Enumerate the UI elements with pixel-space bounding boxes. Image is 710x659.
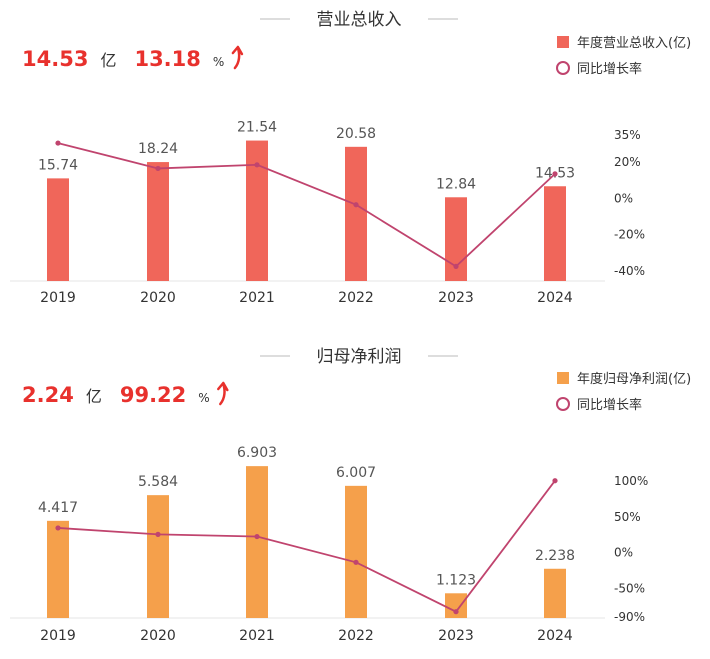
headline-value: 14.53: [22, 47, 88, 71]
growth-line: [57, 480, 556, 613]
bar-2019: [47, 178, 69, 281]
x-tick-label: 2019: [40, 290, 76, 306]
y-right-tick-label: -40%: [614, 264, 645, 278]
chart-title: 归母净利润: [317, 347, 402, 367]
y-right-tick-label: 20%: [614, 155, 641, 169]
bar-value-label: 6.007: [336, 465, 376, 481]
growth-point-2022: [353, 202, 359, 208]
legend-bar-label: 年度归母净利润(亿): [577, 371, 691, 387]
x-tick-label: 2022: [338, 628, 374, 644]
bar-2021: [246, 140, 268, 281]
growth-point-2024: [552, 171, 558, 177]
y-right-tick-label: 0%: [614, 191, 633, 205]
x-tick-label: 2019: [40, 628, 76, 644]
growth-point-2020: [155, 531, 161, 538]
growth-point-2023: [453, 263, 459, 269]
growth-point-2021: [254, 533, 260, 540]
x-tick-label: 2023: [438, 628, 474, 644]
growth-point-2024: [552, 478, 558, 484]
growth-point-2022: [353, 559, 359, 565]
headline-value: 2.24: [22, 383, 74, 407]
legend-line-marker: [556, 61, 570, 75]
bar-2020: [147, 162, 169, 281]
headline-value-unit: 亿: [86, 387, 102, 406]
headline-growth-unit: %: [198, 391, 209, 405]
legend-bar-swatch: [557, 36, 569, 48]
y-right-tick-label: 100%: [614, 474, 648, 488]
bar-2024: [544, 186, 566, 281]
legend-line-marker: [556, 397, 570, 411]
up-arrow-icon: [217, 381, 229, 406]
x-tick-label: 2021: [239, 290, 275, 306]
legend-line-label: 同比增长率: [577, 61, 642, 77]
bar-2020: [147, 495, 169, 618]
bar-value-label: 20.58: [336, 126, 376, 142]
x-tick-label: 2021: [239, 628, 275, 644]
bar-value-label: 4.417: [38, 500, 78, 516]
bar-2019: [47, 520, 69, 618]
y-right-tick-label: 35%: [614, 128, 641, 142]
growth-point-2019: [55, 140, 61, 146]
bar-2022: [345, 146, 367, 281]
bar-value-label: 18.24: [138, 141, 178, 157]
x-tick-label: 2024: [537, 628, 573, 644]
bar-2021: [246, 466, 268, 618]
y-right-tick-label: 50%: [614, 510, 641, 524]
x-tick-label: 2023: [438, 290, 474, 306]
y-right-tick-label: -90%: [614, 610, 645, 624]
legend-bar-swatch: [557, 372, 569, 384]
x-tick-label: 2020: [140, 628, 176, 644]
growth-point-2021: [254, 162, 260, 168]
bar-value-label: 21.54: [237, 120, 277, 136]
y-right-tick-label: -50%: [614, 581, 645, 595]
bar-value-label: 12.84: [436, 176, 476, 192]
headline-growth-unit: %: [213, 55, 224, 69]
growth-point-2023: [453, 609, 459, 615]
headline-growth: 13.18: [134, 47, 200, 71]
legend-bar-label: 年度营业总收入(亿): [577, 35, 691, 51]
up-arrow-icon: [231, 45, 244, 70]
x-tick-label: 2022: [338, 290, 374, 306]
headline-value-unit: 亿: [100, 51, 116, 70]
x-tick-label: 2020: [140, 290, 176, 306]
growth-line: [57, 142, 556, 268]
growth-point-2020: [155, 165, 161, 172]
x-tick-label: 2024: [537, 290, 573, 306]
growth-point-2019: [55, 525, 61, 531]
chart-title: 营业总收入: [317, 10, 402, 30]
legend-line-label: 同比增长率: [577, 397, 642, 413]
headline-growth: 99.22: [120, 383, 186, 407]
bar-2024: [544, 568, 566, 618]
y-right-tick-label: -20%: [614, 228, 645, 242]
bar-value-label: 6.903: [237, 445, 277, 461]
bar-value-label: 2.238: [535, 548, 575, 564]
bar-2023: [445, 593, 467, 618]
y-right-tick-label: 0%: [614, 546, 633, 560]
bar-value-label: 1.123: [436, 572, 476, 588]
bar-2022: [345, 485, 367, 618]
bar-value-label: 15.74: [38, 157, 78, 173]
bar-value-label: 5.584: [138, 474, 178, 490]
